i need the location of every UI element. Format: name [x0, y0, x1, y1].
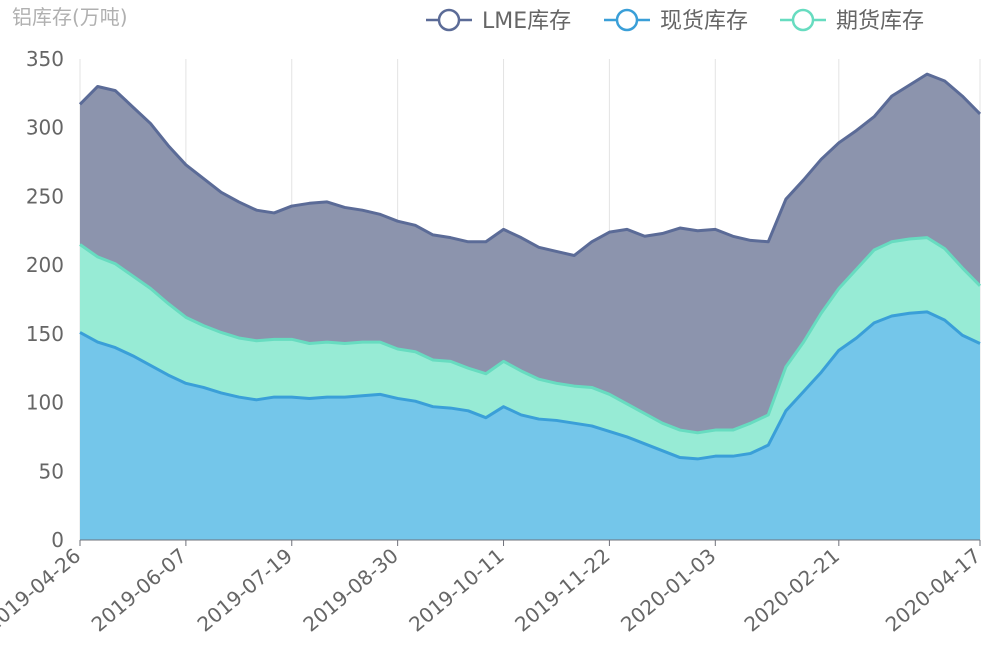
x-tick-label-0: 2019-04-26 — [0, 543, 85, 636]
x-tick-label-3: 2019-08-30 — [298, 543, 402, 636]
legend-label: 现货库存 — [660, 9, 748, 34]
y-tick-label-6: 300 — [26, 116, 64, 140]
legend-label: 期货库存 — [836, 9, 924, 34]
y-tick-label-5: 250 — [26, 184, 64, 208]
x-tick-label-8: 2020-04-17 — [881, 543, 985, 636]
x-tick-label-4: 2019-10-11 — [404, 543, 508, 636]
series-area-1 — [80, 311, 980, 540]
legend-item-0[interactable]: LME库存 — [426, 8, 571, 34]
x-tick-label-6: 2020-01-03 — [616, 543, 720, 636]
series-line-1 — [79, 310, 981, 461]
legend-item-1[interactable]: 现货库存 — [604, 8, 748, 34]
legend-circle-icon — [791, 8, 815, 32]
y-tick-label-4: 200 — [26, 253, 64, 277]
x-tick-label-5: 2019-11-22 — [510, 543, 614, 636]
y-tick-label-7: 350 — [26, 47, 64, 71]
legend-circle-icon — [615, 8, 639, 32]
y-tick-label-1: 50 — [39, 459, 64, 483]
y-tick-label-2: 100 — [26, 391, 64, 415]
legend-label: LME库存 — [482, 9, 571, 34]
legend-item-2[interactable]: 期货库存 — [780, 8, 924, 34]
y-axis-ticks: 0 50 100 150 200 250 300 350 — [26, 47, 64, 552]
series-line-0 — [78, 72, 982, 258]
x-tick-label-7: 2020-02-21 — [740, 543, 844, 636]
series-line-2 — [79, 236, 982, 435]
legend-circle-icon — [437, 8, 461, 32]
y-tick-label-3: 150 — [26, 322, 64, 346]
y-axis-unit-label: 铝库存(万吨) — [12, 5, 128, 29]
x-tick-label-2: 2019-07-19 — [193, 543, 297, 636]
y-tick-label-0: 0 — [51, 528, 64, 552]
series-areas — [78, 72, 982, 541]
x-axis-ticks: 2019-04-26 2019-06-07 2019-07-19 2019-08-30… — [0, 540, 985, 637]
x-tick-label-1: 2019-06-07 — [87, 543, 191, 636]
legend[interactable]: LME库存 现货库存 期货库存 — [426, 8, 924, 34]
